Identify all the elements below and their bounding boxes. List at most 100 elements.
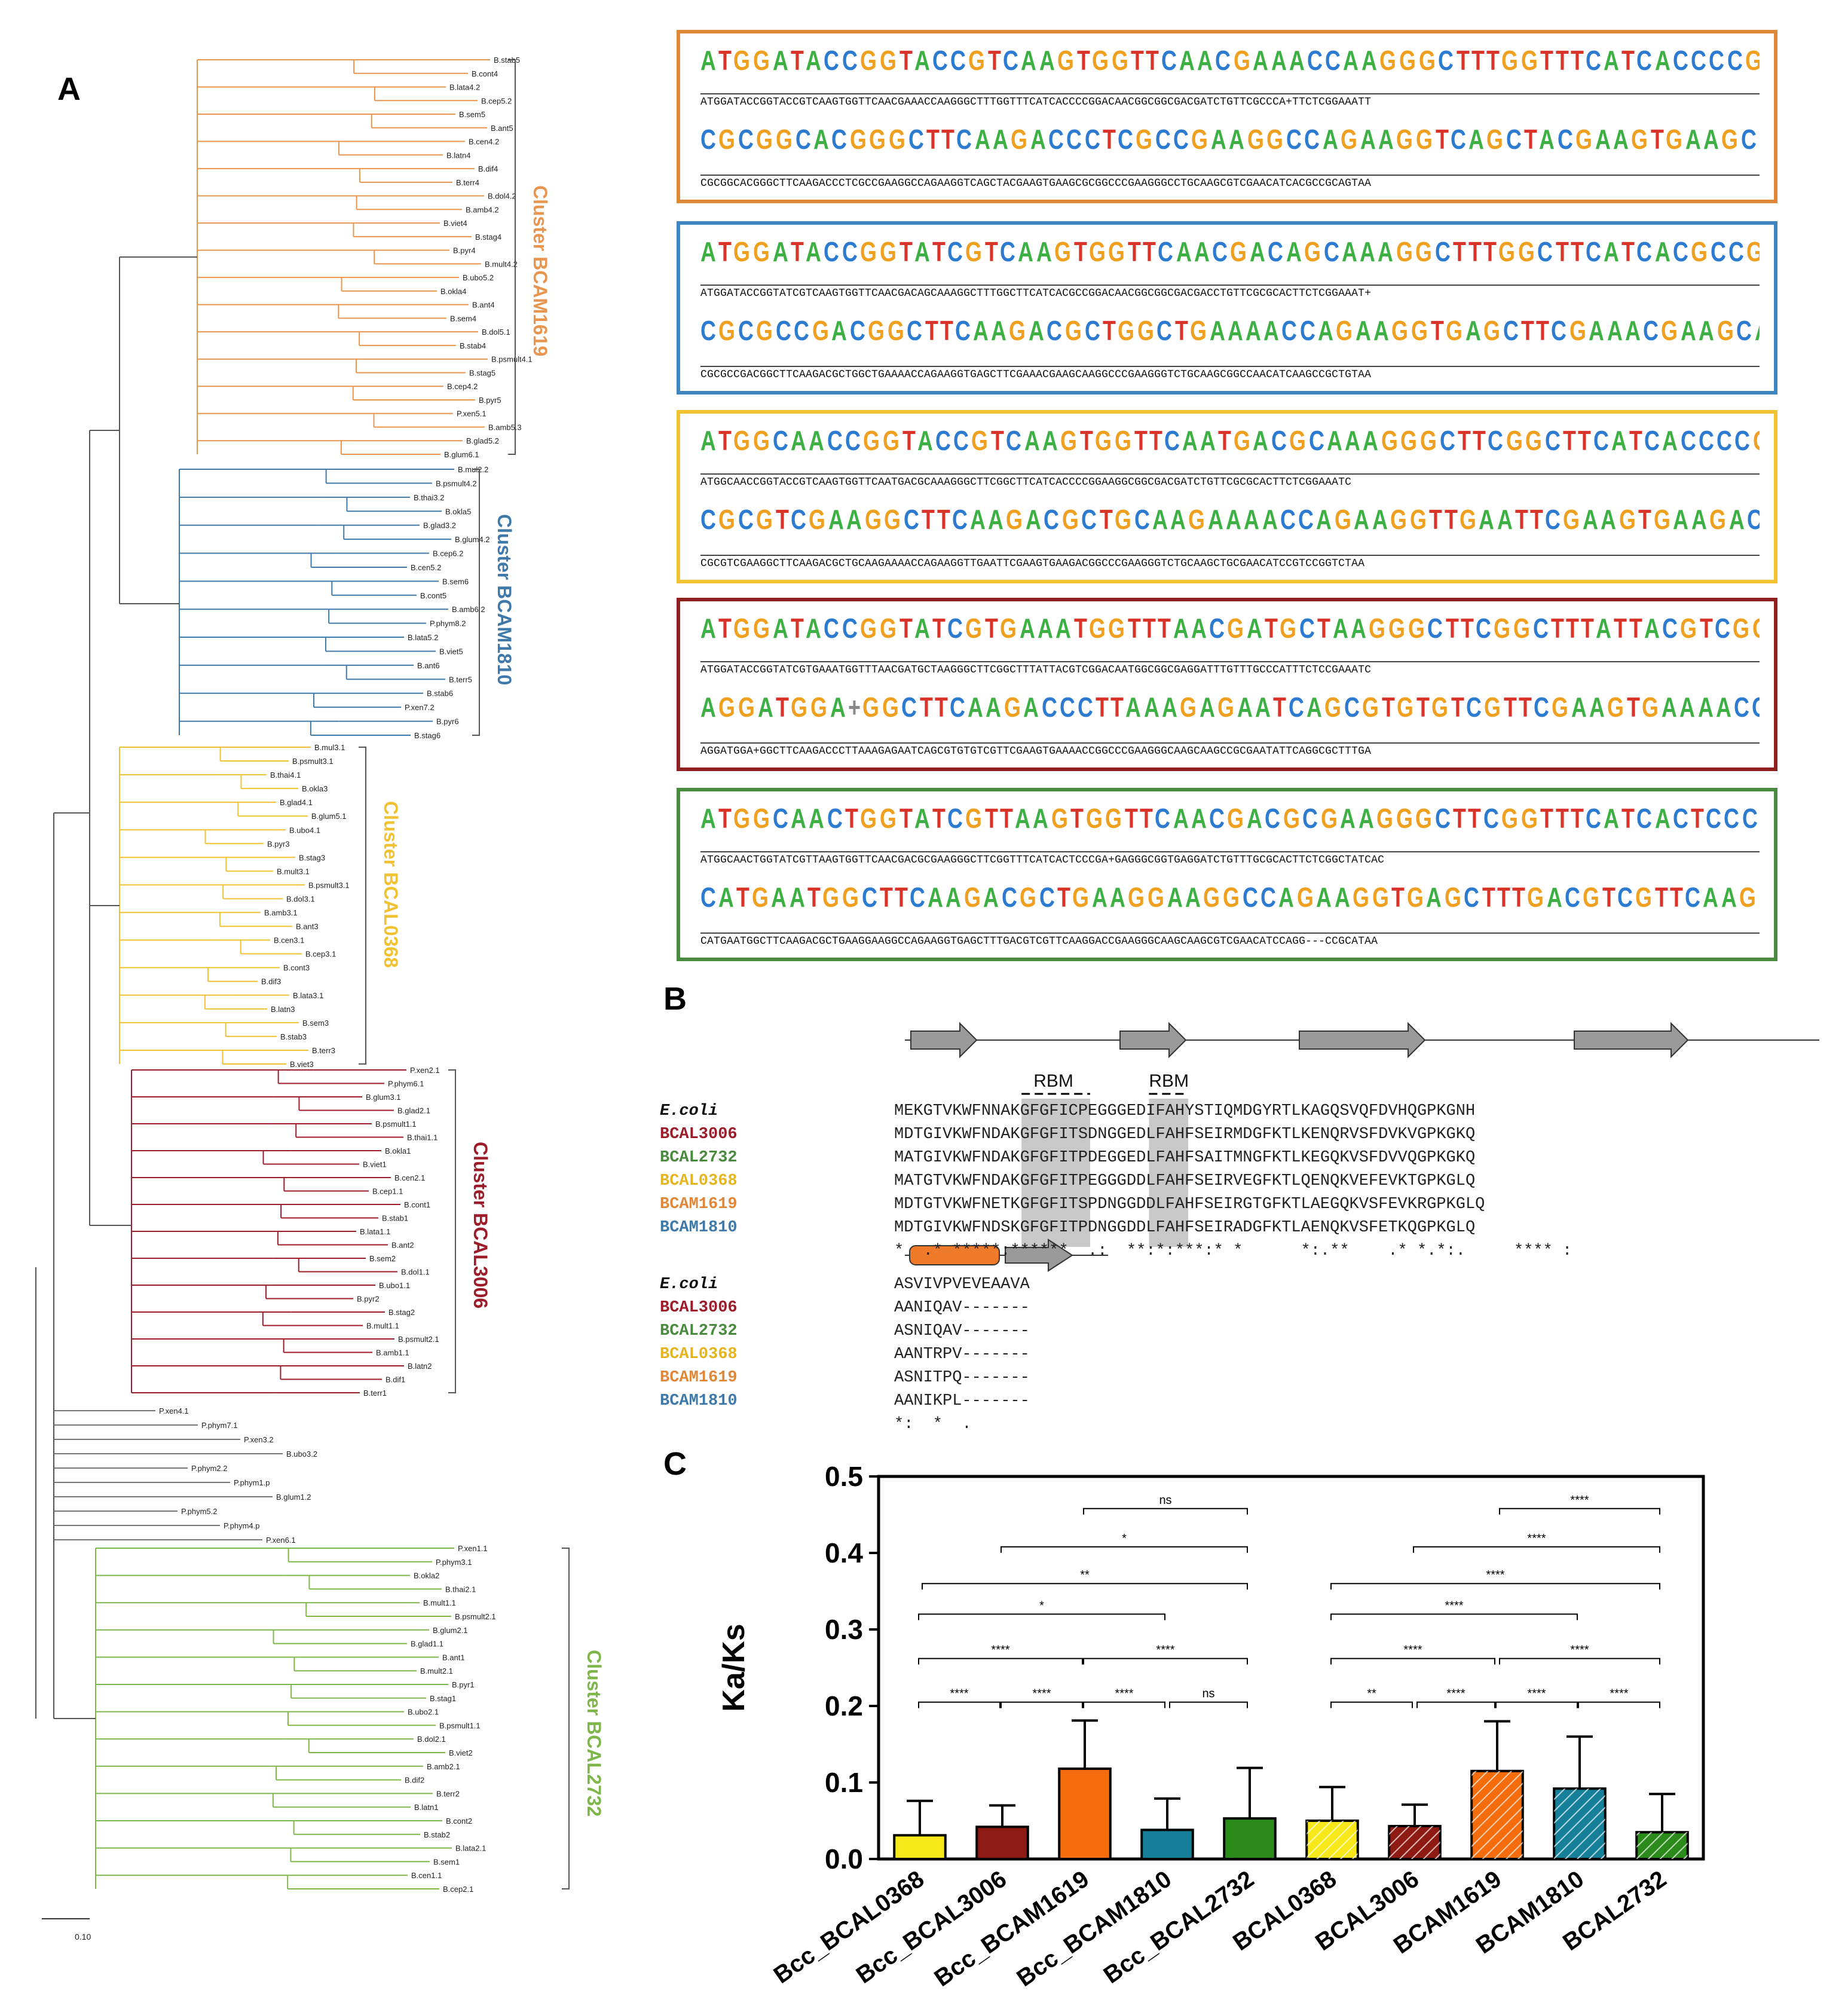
panel-letter-a: A [57,71,81,107]
alignment-sequence: AANIQAV------- [894,1299,1030,1317]
tree-leaf-label: B.mul3.1 [314,743,345,752]
protein-alignment: RBM RBM E.coli MEKGTVKWFNNAKGFGFICPEGGGEDI… [660,1010,1831,1441]
significance-bracket [918,1613,1165,1620]
tree-leaf-label: B.stag4 [475,233,501,241]
tree-leaf-label: B.amb3.1 [264,909,298,918]
cluster-bracket [562,1548,570,1889]
tree-leaf-label: B.amb2.1 [427,1762,460,1771]
significance-label: **** [1527,1532,1546,1545]
tree-leaf-label: B.mult3.1 [277,867,310,876]
significance-bracket [1499,1508,1660,1515]
tree-leaf-label: B.ant5 [491,124,513,133]
significance-bracket [918,1658,1083,1665]
tree-leaf-label: B.ubo1.1 [379,1281,410,1290]
tree-leaf-label: B.amb4.2 [466,205,499,214]
tree-leaf-label: B.ant1 [442,1653,465,1662]
alignment-sequence: MDTGTVKWFNETKGFGFITSPDNGGDDLFAHFSEIRGTGF… [894,1195,1485,1213]
ka-ks-bar-chart: 0.00.10.20.30.40.5Ka/KsBcc_BCAL0368Bcc_B… [717,1461,1705,1992]
tree-leaf-label: B.glad4.1 [280,798,313,807]
x-tick-label: Bcc_BCAL0368 [769,1866,929,1989]
rbm-shade [1149,1099,1188,1247]
significance-bracket [922,1583,1248,1590]
cluster-bracket [508,59,516,455]
tree-leaf-label: P.xen3.2 [244,1435,274,1444]
tree-leaf-label: B.ant4 [472,301,495,310]
tree-leaf-label: B.okla1 [385,1146,411,1155]
tree-leaf-label: B.glad5.2 [466,436,499,445]
tree-cluster-2: B.mul3.1 B.psmult3.1 B.thai4.1B.okla3 B.gla… [119,743,366,1069]
bar-hatch [1636,1832,1688,1859]
significance-bracket [1495,1701,1578,1708]
tree-leaf-label: B.cont5 [420,591,446,600]
significance-label: **** [1156,1644,1174,1657]
significance-bracket [918,1701,1001,1708]
significance-label: * [1122,1532,1127,1545]
tree-leaf-label: P.xen1.1 [458,1544,488,1553]
tree-leaf-label: B.cep3.1 [305,950,336,959]
beta-strand-arrow [1119,1022,1187,1059]
bar-hatch [1554,1788,1605,1859]
tree-leaf-label: B.ant6 [417,661,440,670]
significance-bracket [1001,1546,1248,1553]
tree-backbone [35,256,197,1719]
tree-leaf-label: B.okla2 [414,1571,439,1580]
alignment-sequence: ASVIVPVEVEAAVA [894,1276,1030,1294]
tree-leaf-label: B.stab1 [382,1214,408,1223]
tree-leaf-label: B.dol3.1 [286,894,315,903]
bar [1140,1829,1194,1860]
significance-label: **** [1446,1687,1465,1701]
alignment-sequence-name: BCAL3006 [660,1126,738,1143]
tree-leaf-label: B.glad1.1 [411,1640,443,1649]
cluster-bracket [472,469,480,736]
tree-leaf-label: B.amb1.1 [376,1349,409,1357]
tree-leaf-label: P.xen7.2 [405,703,435,712]
x-tick-label: Bcc_BCAM1619 [929,1866,1094,1992]
tree-leaf-label: B.thai4.1 [270,770,301,779]
tree-leaf-label: B.psmult3.1 [308,880,350,889]
alignment-sequence: AANTRPV------- [894,1346,1030,1363]
cluster-label: Cluster BCAM1810 [494,514,515,686]
tree-leaf-label: B.terr3 [312,1046,335,1055]
tree-leaf-label: B.ant3 [296,922,319,931]
tree-leaf-label: B.sem1 [433,1857,460,1866]
significance-bracket [1578,1701,1660,1708]
tree-leaf-label: B.glum1.2 [276,1493,311,1502]
tree-leaf-label: B.lata1.1 [360,1227,390,1236]
tree-leaf-label: B.viet4 [443,219,467,228]
alignment-sequence-name: BCAM1619 [660,1369,738,1387]
tree-leaf-label: B.pyr3 [267,839,290,848]
tree-leaf-label: B.dol5.1 [482,328,510,337]
significance-label: ns [1159,1494,1171,1507]
alignment-sequence: MDTGIVKWFNDSKGFGFITPDNGGDDLFAHFSEIRADGFK… [894,1219,1476,1237]
tree-leaf-label: B.psmult1.1 [439,1721,481,1730]
y-tick-label: 0.0 [825,1843,863,1875]
phylogenetic-tree: B.stab5 B.cont4 B.lata4.2B.cep5.2 B.sem5 B.a… [35,56,570,1941]
significance-label: **** [1115,1687,1133,1701]
cluster-label: Cluster BCAL0368 [380,801,402,968]
tree-leaf-label: B.pyr5 [479,396,501,405]
helix-block [909,1245,1000,1265]
tree-leaf-label: B.cen5.2 [411,563,441,572]
alignment-sequence-name: E.coli [660,1102,718,1120]
tree-leaf-label: B.lata3.1 [293,991,323,1000]
tree-leaf-label: B.stag5 [469,368,495,377]
tree-leaf-label: B.sem5 [459,110,485,119]
tree-leaf-label: B.stab3 [280,1032,307,1041]
x-tick-label: Bcc_BCAL2732 [1099,1866,1259,1989]
cluster-label: Cluster BCAL2732 [583,1650,605,1817]
alignment-sequence: AANIKPL------- [894,1392,1030,1410]
significance-bracket [1330,1613,1578,1620]
significance-label: ** [1367,1687,1376,1701]
tree-leaf-label: B.mult4.2 [485,259,518,268]
tree-leaf-label: B.ubo4.1 [289,825,320,834]
significance-label: **** [1610,1687,1628,1701]
bar [975,1826,1029,1860]
tree-leaf-label: P.phym6.1 [388,1080,424,1088]
tree-leaf-label: P.xen4.1 [159,1406,189,1415]
significance-bracket [1083,1508,1248,1515]
tree-leaf-label: B.stab6 [427,689,453,698]
tree-leaf-label: B.cen3.1 [274,936,304,945]
tree-leaf-label: P.phym5.2 [181,1507,217,1516]
